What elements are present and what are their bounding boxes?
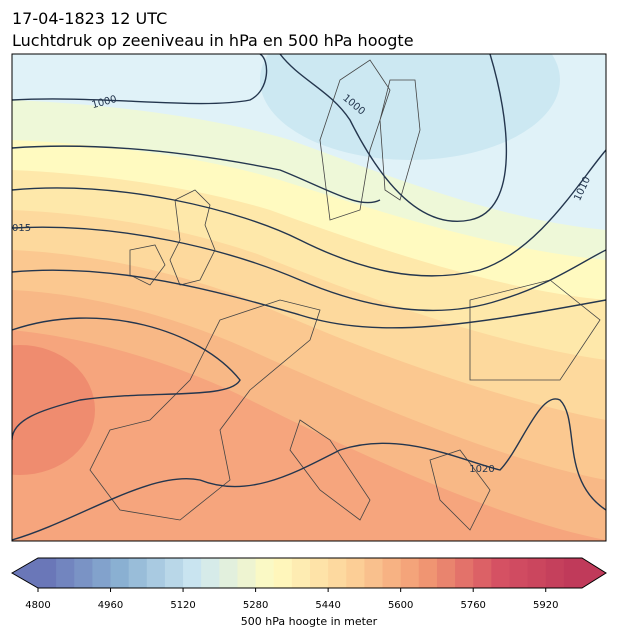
colorbar-segment [164,558,184,588]
colorbar-segment [346,558,365,588]
colorbar-segment [237,558,257,588]
colorbar-extend-high [582,558,606,588]
colorbar-segment [400,558,420,588]
colorbar-segment [219,558,238,588]
colorbar-tick-label: 5280 [243,600,268,611]
colorbar-segment [273,558,293,588]
colorbar-segment [291,558,311,588]
colorbar-tick-label: 5600 [388,600,413,611]
map: 1000 1000 1010 015 1020 [12,54,606,541]
colorbar-segment [128,558,148,588]
colorbar-segment [92,558,112,588]
colorbar-segment [255,558,275,588]
colorbar-tick-label: 5120 [170,600,195,611]
colorbar-tick-label: 5760 [460,600,485,611]
colorbar-segment [418,558,438,588]
colorbar-extend-low [12,558,38,588]
colorbar-segment [436,558,456,588]
colorbar-segment [74,558,93,588]
colorbar-segment [509,558,529,588]
contour-label: 015 [12,223,31,234]
colorbar-segment [545,558,565,588]
colorbar-segment [310,558,329,588]
colorbar-segment [56,558,75,588]
colorbar-tick-label: 5920 [533,600,558,611]
colorbar-segment [201,558,220,588]
colorbar-segment [527,558,547,588]
title: Luchtdruk op zeeniveau in hPa en 500 hPa… [12,31,414,50]
colorbar-segment [183,558,202,588]
colorbar-tick-label: 4800 [25,600,50,611]
colorbar: 4800 4960 5120 5280 5440 5600 5760 5920 [10,557,607,611]
colorbar-segment [473,558,492,588]
colorbar-segment [328,558,347,588]
colorbar-tick-label: 5440 [315,600,340,611]
map-frame [11,53,607,542]
colorbar-tick-label: 4960 [98,600,123,611]
colorbar-label: 500 hPa hoogte in meter [241,615,378,628]
colorbar-segment [364,558,384,588]
colorbar-segment [491,558,510,588]
contour-label: 1020 [469,464,494,475]
colorbar-segment [455,558,474,588]
colorbar-segment [110,558,130,588]
colorbar-segment [563,558,583,588]
colorbar-segment [146,558,166,588]
date: 17-04-1823 12 UTC [12,9,167,28]
colorbar-segment [382,558,402,588]
colorbar-segment [38,558,57,588]
